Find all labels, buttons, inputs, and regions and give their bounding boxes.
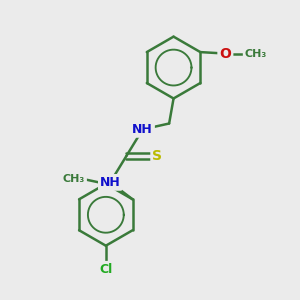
- Text: CH₃: CH₃: [63, 174, 85, 184]
- Text: NH: NH: [132, 123, 153, 136]
- Text: O: O: [219, 46, 231, 61]
- Text: CH₃: CH₃: [244, 49, 267, 58]
- Text: Cl: Cl: [99, 263, 112, 276]
- Text: S: S: [152, 149, 162, 163]
- Text: NH: NH: [100, 176, 121, 189]
